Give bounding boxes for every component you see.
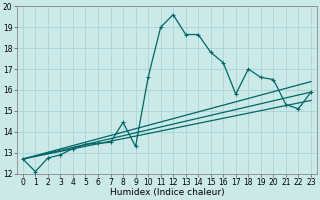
X-axis label: Humidex (Indice chaleur): Humidex (Indice chaleur) <box>109 188 224 197</box>
